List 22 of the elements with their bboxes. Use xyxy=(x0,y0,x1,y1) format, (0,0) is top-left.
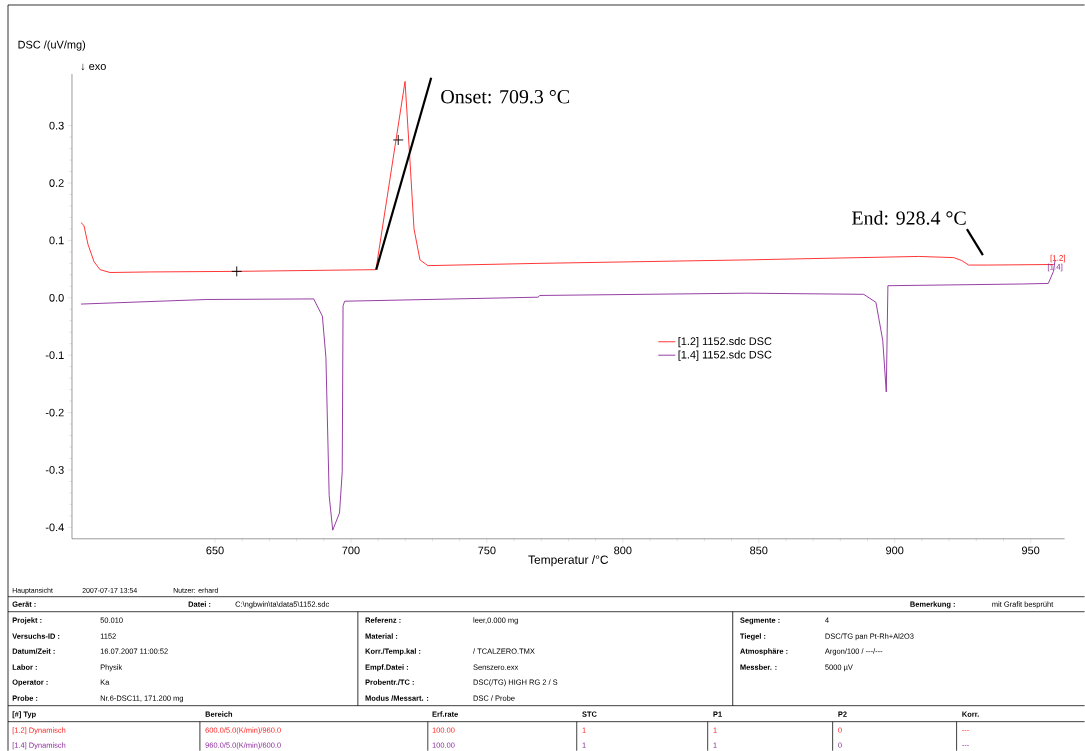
x-tick-label: 800 xyxy=(614,546,632,555)
x-tick-label: 650 xyxy=(206,546,224,555)
y-tick-label: 0.2 xyxy=(49,179,64,187)
x-tick-label: 900 xyxy=(886,546,904,555)
x-tick-label: 850 xyxy=(750,546,768,555)
y-tick-label: -0.4 xyxy=(45,523,64,532)
x-tick-label: 950 xyxy=(1022,546,1040,555)
y-tick-label: -0.1 xyxy=(45,351,64,359)
y-tick-label: 0.1 xyxy=(49,236,64,245)
legend-label: [1.4] 1152.sdc DSC xyxy=(678,350,772,361)
annotation: End: 928.4 °C xyxy=(851,210,966,225)
legend-label: [1.2] 1152.sdc DSC xyxy=(678,337,772,348)
y-axis-title: DSC /(uV/mg) xyxy=(18,40,86,51)
annotation: Onset: 709.3 °C xyxy=(441,89,569,104)
y-tick-label: -0.2 xyxy=(45,408,64,417)
text: ↓ exo xyxy=(81,63,106,71)
x-tick-label: 750 xyxy=(478,546,496,555)
y-tick-label: 0.0 xyxy=(49,293,64,302)
x-axis-title: Temperatur /°C xyxy=(528,555,609,567)
y-tick-label: -0.3 xyxy=(45,466,64,474)
x-tick-label: 700 xyxy=(342,546,360,555)
y-tick-label: 0.3 xyxy=(49,121,64,130)
